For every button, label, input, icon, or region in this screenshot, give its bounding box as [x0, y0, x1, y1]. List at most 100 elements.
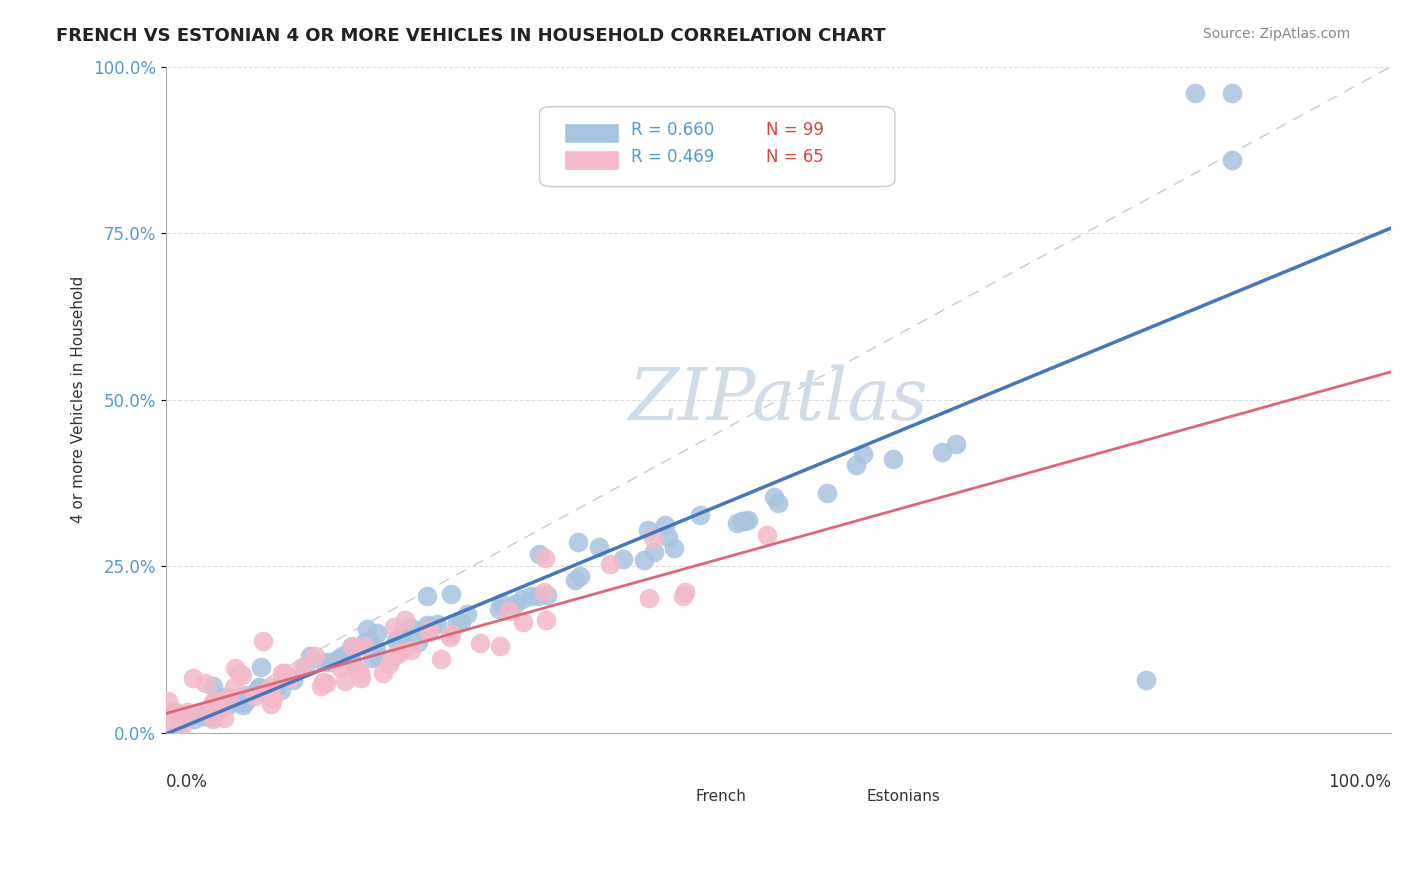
- Point: [270, 683, 292, 698]
- Point: [340, 650, 363, 665]
- Point: [262, 691, 284, 706]
- Point: [672, 590, 695, 604]
- Point: [181, 672, 204, 686]
- Point: [340, 654, 363, 668]
- Point: [737, 513, 759, 527]
- Point: [440, 587, 463, 601]
- Point: [256, 686, 278, 700]
- Point: [340, 652, 363, 666]
- Point: [356, 634, 378, 648]
- Point: [599, 558, 621, 572]
- Point: [201, 695, 224, 709]
- Point: [725, 516, 748, 530]
- Point: [633, 552, 655, 566]
- Point: [294, 660, 316, 674]
- Point: [637, 591, 659, 605]
- Point: [446, 615, 468, 630]
- Point: [401, 643, 423, 657]
- Text: ZIPatlas: ZIPatlas: [628, 365, 928, 435]
- Point: [498, 604, 520, 618]
- Point: [270, 666, 292, 681]
- Point: [768, 496, 790, 510]
- Point: [224, 680, 246, 694]
- Point: [367, 649, 389, 664]
- Point: [418, 623, 440, 637]
- Point: [567, 535, 589, 549]
- Point: [468, 636, 491, 650]
- Point: [236, 688, 259, 702]
- Point: [394, 613, 416, 627]
- Point: [247, 681, 270, 696]
- Point: [349, 666, 371, 681]
- Point: [612, 552, 634, 566]
- Point: [340, 655, 363, 669]
- Text: N = 99: N = 99: [766, 121, 824, 139]
- Point: [328, 652, 350, 666]
- Point: [247, 681, 270, 695]
- Y-axis label: 4 or more Vehicles in Household: 4 or more Vehicles in Household: [72, 277, 86, 524]
- Point: [366, 626, 388, 640]
- Point: [247, 681, 270, 695]
- Point: [408, 634, 430, 648]
- Point: [330, 648, 353, 663]
- Point: [931, 445, 953, 459]
- Point: [643, 531, 665, 545]
- Point: [845, 458, 868, 472]
- Text: Estonians: Estonians: [866, 789, 941, 804]
- Point: [159, 714, 181, 729]
- Point: [756, 528, 779, 542]
- Point: [201, 679, 224, 693]
- Point: [253, 683, 276, 698]
- Point: [510, 591, 533, 606]
- Point: [762, 490, 785, 504]
- Point: [212, 711, 235, 725]
- Point: [456, 607, 478, 621]
- Point: [395, 639, 418, 653]
- FancyBboxPatch shape: [564, 123, 619, 144]
- Point: [945, 437, 967, 451]
- Point: [201, 712, 224, 726]
- Point: [360, 651, 382, 665]
- Point: [198, 707, 221, 722]
- Point: [512, 615, 534, 629]
- Point: [520, 589, 543, 603]
- Point: [643, 544, 665, 558]
- Point: [167, 721, 190, 735]
- Point: [205, 694, 228, 708]
- Point: [273, 666, 295, 681]
- Point: [243, 690, 266, 704]
- Point: [176, 706, 198, 720]
- Text: French: French: [695, 789, 747, 804]
- Point: [278, 671, 301, 685]
- Point: [429, 651, 451, 665]
- Point: [852, 447, 875, 461]
- Point: [734, 514, 756, 528]
- Point: [388, 631, 411, 645]
- Point: [488, 640, 510, 654]
- Point: [450, 615, 472, 629]
- Point: [156, 694, 179, 708]
- Point: [200, 709, 222, 723]
- Text: 100.0%: 100.0%: [1329, 772, 1391, 791]
- Point: [232, 698, 254, 712]
- Text: N = 65: N = 65: [766, 147, 824, 166]
- Point: [420, 619, 443, 633]
- FancyBboxPatch shape: [631, 786, 686, 806]
- Point: [226, 696, 249, 710]
- Point: [536, 588, 558, 602]
- Point: [361, 644, 384, 658]
- Point: [339, 640, 361, 655]
- Point: [1220, 153, 1243, 167]
- Point: [378, 657, 401, 671]
- Point: [534, 613, 557, 627]
- Point: [1184, 87, 1206, 101]
- Point: [165, 706, 187, 721]
- Point: [488, 601, 510, 615]
- Point: [299, 648, 322, 663]
- Point: [569, 569, 592, 583]
- Point: [654, 518, 676, 533]
- Point: [533, 585, 555, 599]
- Point: [689, 508, 711, 522]
- Point: [219, 698, 242, 712]
- Point: [183, 713, 205, 727]
